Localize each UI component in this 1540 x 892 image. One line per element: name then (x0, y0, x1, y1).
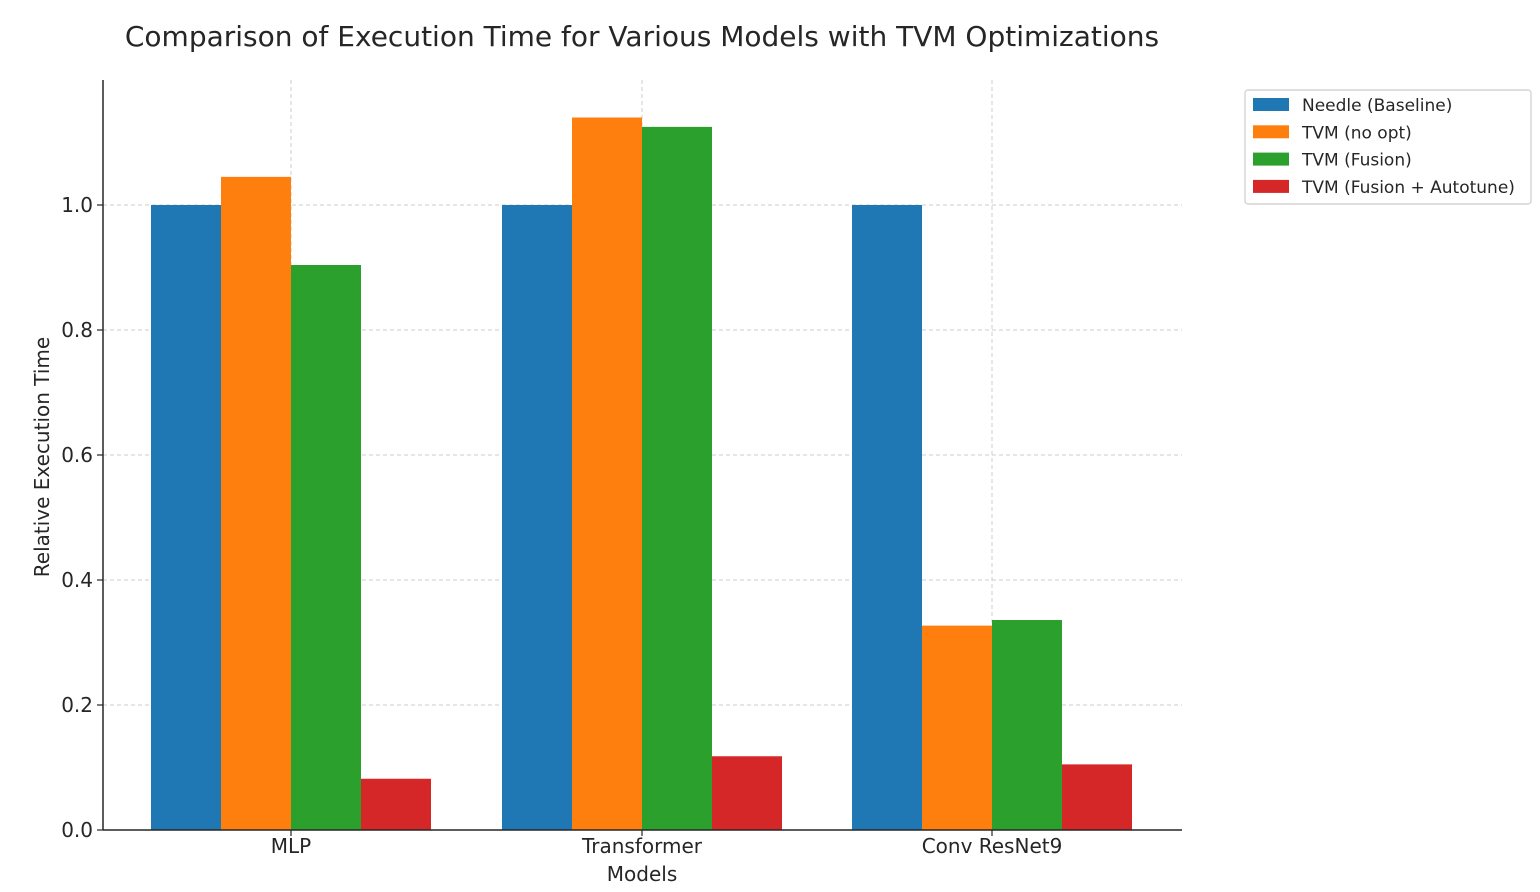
x-tick-label: MLP (271, 834, 311, 858)
bar-tvm-fusion-transformer (642, 126, 712, 830)
ticks-layer: 0.0 0.2 0.4 0.6 0.8 1.0 MLP Transformer Conv Res… (61, 193, 1062, 858)
legend-swatch (1253, 179, 1289, 193)
x-axis-label: Models (607, 862, 677, 886)
x-tick-label: Transformer (581, 834, 703, 858)
y-tick-label: 0.6 (61, 443, 93, 467)
bars-layer (151, 117, 1132, 830)
legend-swatch (1253, 98, 1289, 111)
y-tick-label: 0.0 (61, 818, 93, 842)
bar-tvm-no-opt-conv-resnet9 (922, 625, 992, 830)
legend: Needle (Baseline) TVM (no opt) TVM (Fusion… (1244, 89, 1532, 205)
bar-tvm-fusion-autotune-conv-resnet9 (1062, 764, 1132, 830)
y-axis-label: Relative Execution Time (30, 337, 54, 577)
bar-tvm-fusion-mlp (291, 265, 361, 830)
y-tick-label: 0.2 (61, 693, 93, 717)
bar-tvm-no-opt-mlp (221, 176, 291, 830)
legend-swatch (1253, 125, 1289, 139)
chart-title: Comparison of Execution Time for Various… (125, 20, 1159, 53)
bar-tvm-fusion-autotune-mlp (361, 778, 431, 830)
bar-needle-baseline-mlp (151, 205, 221, 830)
legend-label: TVM (Fusion) (1301, 151, 1412, 171)
y-tick-label: 0.4 (61, 568, 93, 592)
legend-frame (1244, 89, 1532, 205)
legend-label: Needle (Baseline) (1302, 96, 1452, 116)
bar-tvm-fusion-autotune-transformer (712, 756, 782, 830)
bar-needle-baseline-transformer (502, 205, 572, 830)
y-tick-label: 0.8 (61, 318, 93, 342)
x-tick-label: Conv ResNet9 (922, 834, 1063, 858)
legend-swatch (1253, 152, 1289, 166)
legend-label: TVM (Fusion + Autotune) (1301, 178, 1515, 198)
legend-label: TVM (no opt) (1301, 123, 1412, 143)
bar-tvm-no-opt-transformer (572, 117, 642, 830)
y-tick-label: 1.0 (61, 193, 93, 217)
bar-needle-baseline-conv-resnet9 (852, 205, 922, 830)
bar-tvm-fusion-conv-resnet9 (992, 620, 1062, 830)
